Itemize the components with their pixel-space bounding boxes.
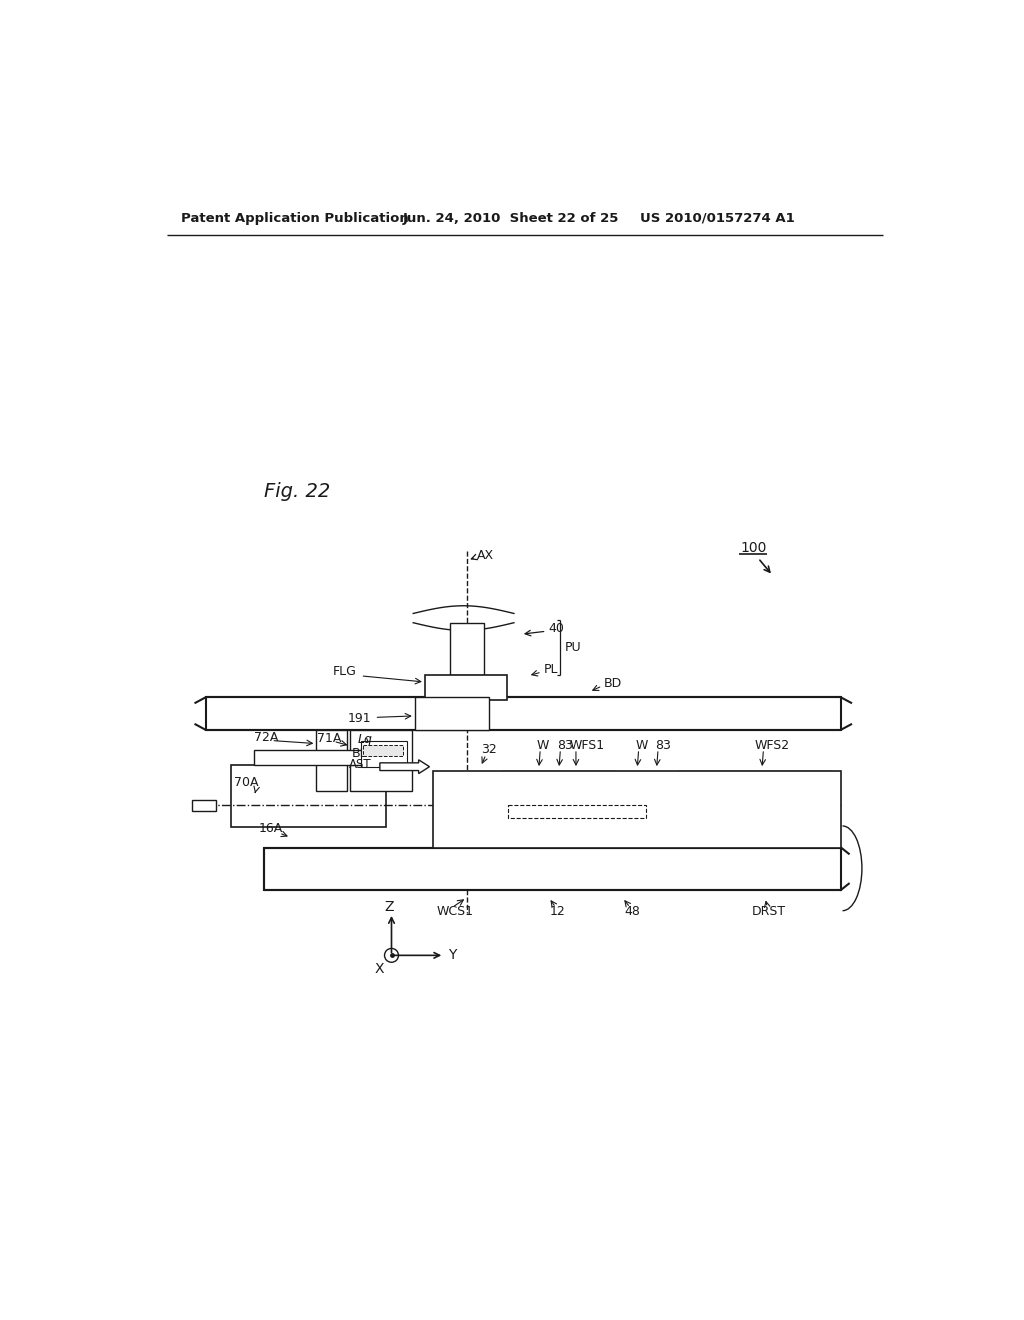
Bar bbox=[191, 800, 216, 810]
Text: 12: 12 bbox=[550, 906, 565, 917]
Bar bbox=[231, 766, 386, 826]
Bar bbox=[350, 730, 413, 792]
Text: FLG: FLG bbox=[333, 665, 356, 678]
Text: 72A: 72A bbox=[254, 731, 279, 744]
Text: X: X bbox=[375, 962, 384, 977]
Text: 16A: 16A bbox=[258, 822, 283, 834]
Bar bbox=[432, 771, 841, 847]
Bar bbox=[206, 697, 841, 730]
Text: Z: Z bbox=[385, 900, 394, 913]
Text: WCS1: WCS1 bbox=[436, 906, 473, 917]
Text: Patent Application Publication: Patent Application Publication bbox=[180, 213, 409, 224]
Text: PL: PL bbox=[544, 663, 558, 676]
Text: W: W bbox=[537, 739, 549, 751]
Text: AX: AX bbox=[477, 549, 494, 562]
Text: W: W bbox=[636, 739, 648, 751]
Text: AST: AST bbox=[349, 758, 372, 771]
Bar bbox=[263, 847, 841, 890]
Text: WFS1: WFS1 bbox=[569, 739, 605, 751]
Text: BL: BL bbox=[352, 747, 368, 760]
Text: BD: BD bbox=[604, 677, 623, 690]
Text: PU: PU bbox=[564, 640, 581, 653]
FancyArrow shape bbox=[380, 760, 429, 774]
Text: Jun. 24, 2010  Sheet 22 of 25: Jun. 24, 2010 Sheet 22 of 25 bbox=[403, 213, 620, 224]
Bar bbox=[450, 623, 483, 675]
Text: DRST: DRST bbox=[752, 906, 786, 917]
Text: 48: 48 bbox=[624, 906, 640, 917]
Bar bbox=[508, 805, 646, 818]
Bar bbox=[362, 744, 403, 756]
Text: US 2010/0157274 A1: US 2010/0157274 A1 bbox=[640, 213, 795, 224]
Text: 191: 191 bbox=[347, 711, 371, 725]
Text: 40: 40 bbox=[548, 622, 564, 635]
Text: WFS2: WFS2 bbox=[755, 739, 790, 751]
Text: 32: 32 bbox=[480, 743, 497, 756]
Bar bbox=[415, 697, 489, 730]
Text: 71A: 71A bbox=[317, 733, 341, 746]
Text: 83: 83 bbox=[557, 739, 573, 751]
Text: 100: 100 bbox=[740, 541, 767, 554]
Text: Lq: Lq bbox=[357, 733, 373, 746]
Bar bbox=[360, 741, 407, 767]
Text: Fig. 22: Fig. 22 bbox=[263, 482, 330, 500]
Text: 70A: 70A bbox=[234, 776, 259, 788]
Bar bbox=[254, 750, 386, 766]
Bar bbox=[425, 675, 507, 700]
Text: 83: 83 bbox=[655, 739, 671, 751]
Bar bbox=[316, 730, 347, 792]
Text: Y: Y bbox=[449, 948, 457, 962]
